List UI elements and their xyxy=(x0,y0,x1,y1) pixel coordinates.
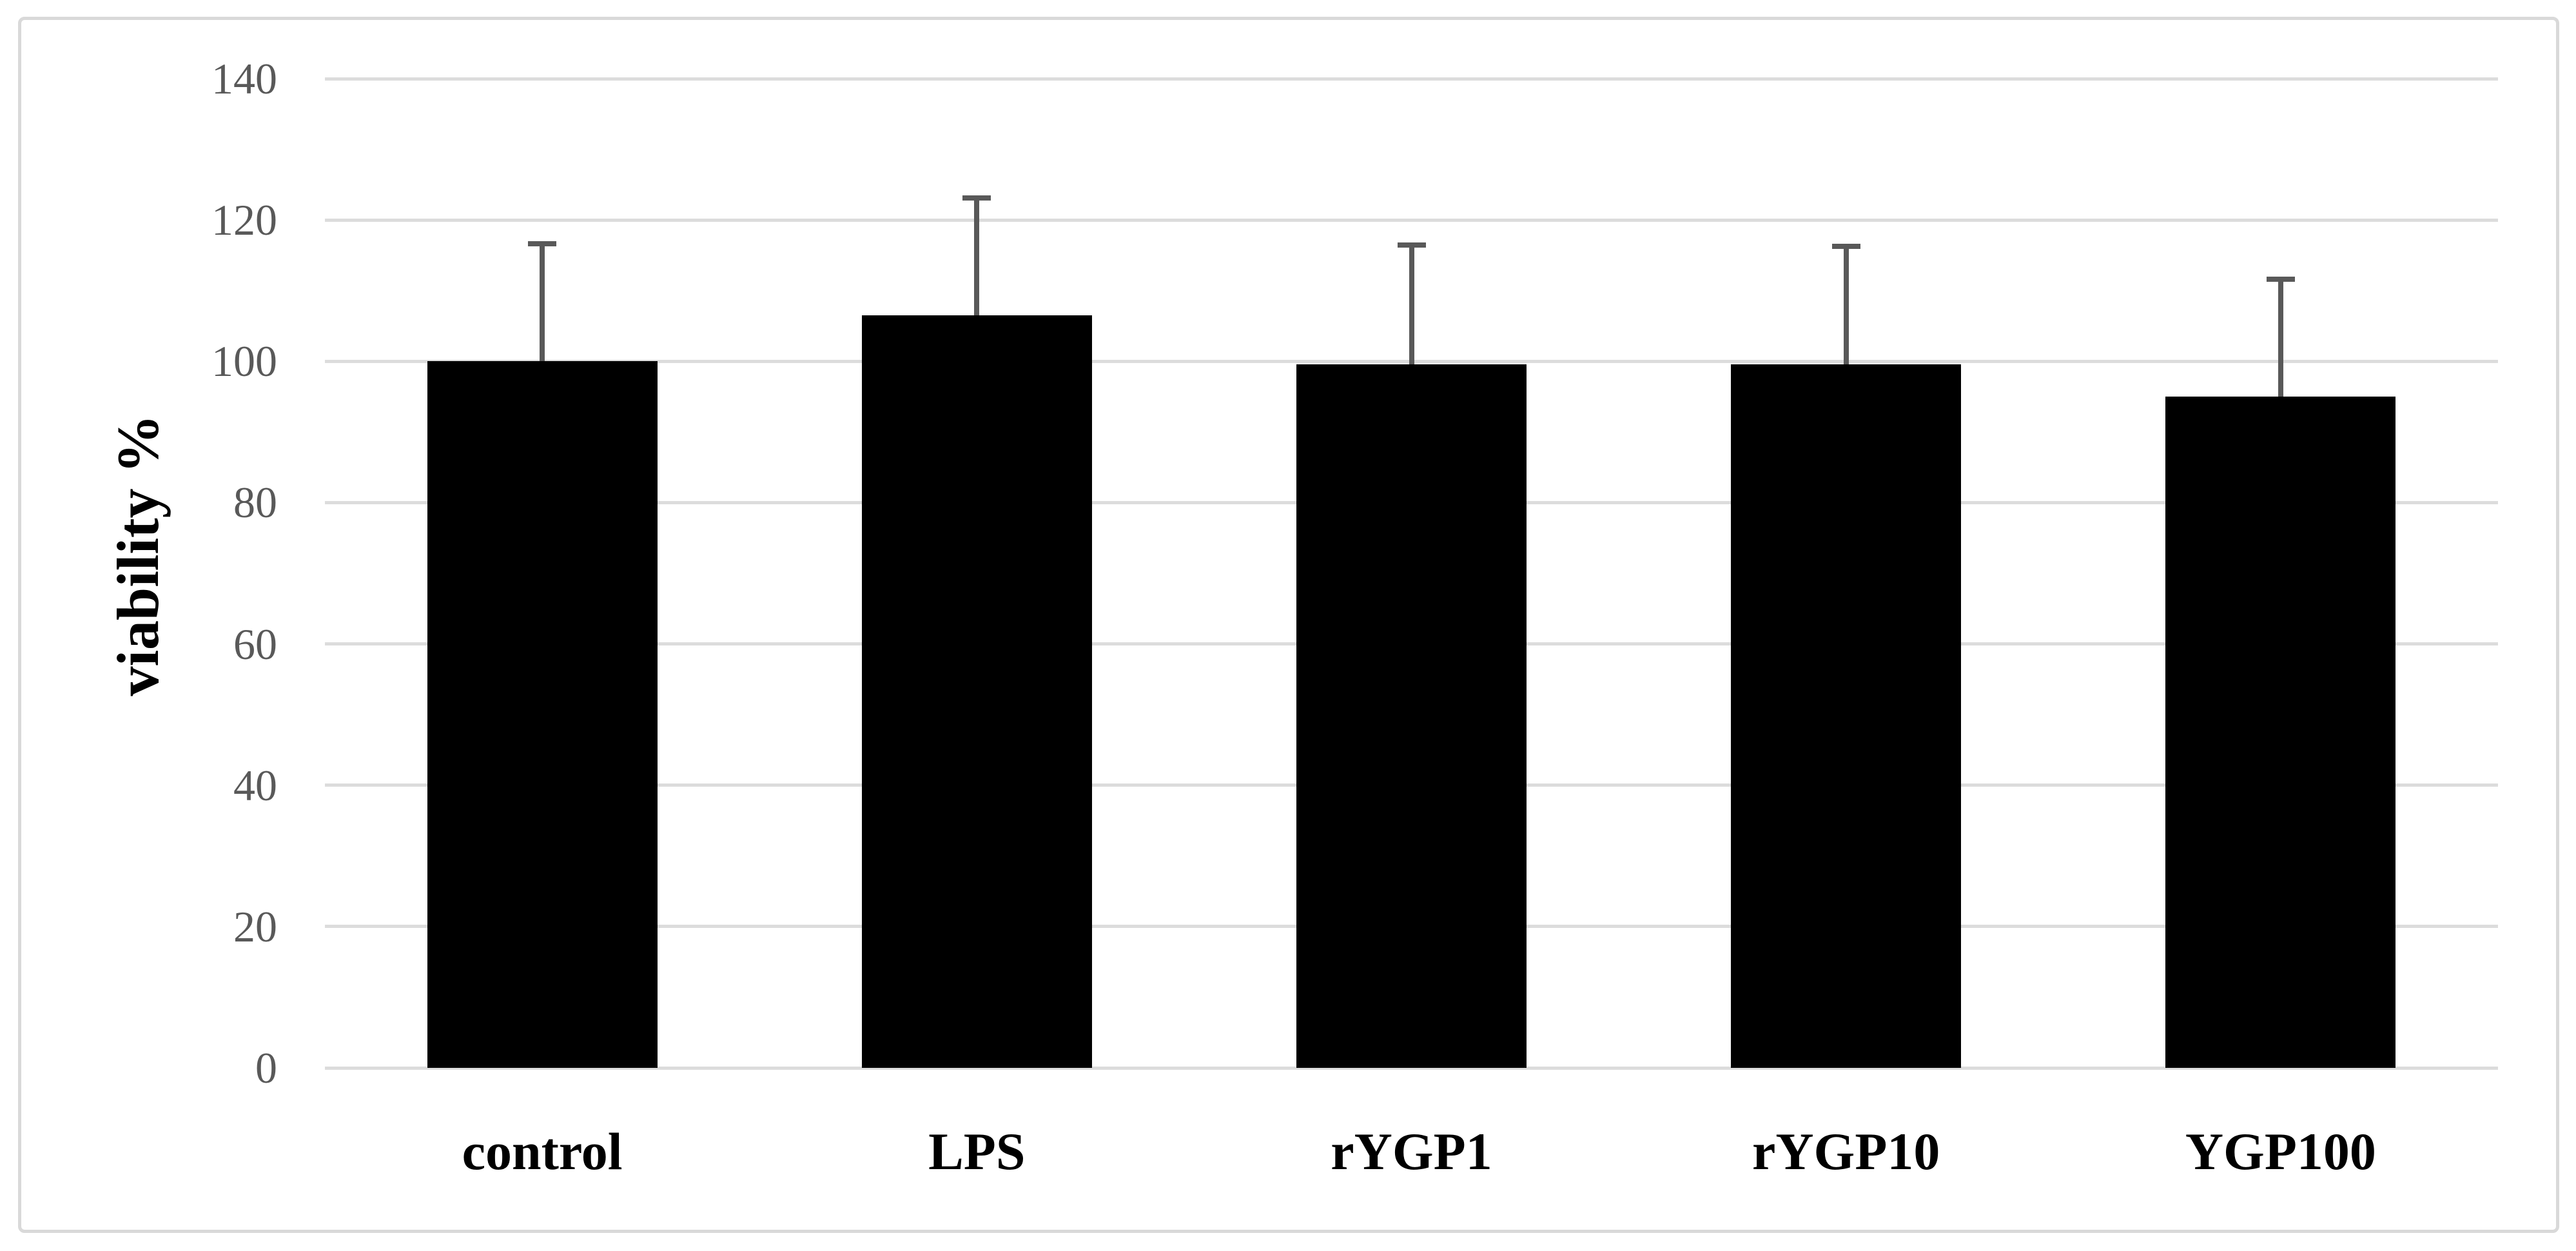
x-category-label-YGP100: YGP100 xyxy=(2185,1122,2376,1181)
error-bar-cap xyxy=(962,195,991,201)
gridline xyxy=(325,77,2498,81)
bar-YGP100 xyxy=(2165,397,2396,1068)
bar-control xyxy=(427,361,658,1068)
error-bar-line xyxy=(540,241,545,362)
bar-rYGP10 xyxy=(1731,364,1962,1068)
y-tick-label: 20 xyxy=(233,901,277,951)
x-category-label-rYGP10: rYGP10 xyxy=(1751,1122,1940,1181)
bar-LPS xyxy=(861,315,1092,1068)
bar-rYGP1 xyxy=(1296,364,1527,1068)
error-bar-cap xyxy=(2266,276,2295,282)
error-bar-line xyxy=(1409,242,1414,364)
y-tick-label: 140 xyxy=(211,54,277,103)
error-bar-cap xyxy=(1831,244,1860,250)
x-category-label-LPS: LPS xyxy=(928,1122,1026,1181)
y-tick-label: 0 xyxy=(255,1043,277,1092)
y-tick-label: 40 xyxy=(233,760,277,810)
error-bar-line xyxy=(974,195,980,316)
x-category-label-control: control xyxy=(462,1122,623,1181)
gridline xyxy=(325,218,2498,222)
x-category-label-rYGP1: rYGP1 xyxy=(1331,1122,1492,1181)
error-bar-line xyxy=(2278,276,2283,397)
y-tick-label: 120 xyxy=(211,195,277,245)
error-bar-line xyxy=(1843,244,1849,364)
error-bar-cap xyxy=(1397,242,1426,248)
y-tick-label: 80 xyxy=(233,478,277,527)
y-tick-label: 100 xyxy=(211,337,277,386)
gridline xyxy=(325,1066,2498,1070)
y-tick-label: 60 xyxy=(233,619,277,669)
error-bar-cap xyxy=(528,241,557,246)
figure-border xyxy=(18,17,2559,1233)
